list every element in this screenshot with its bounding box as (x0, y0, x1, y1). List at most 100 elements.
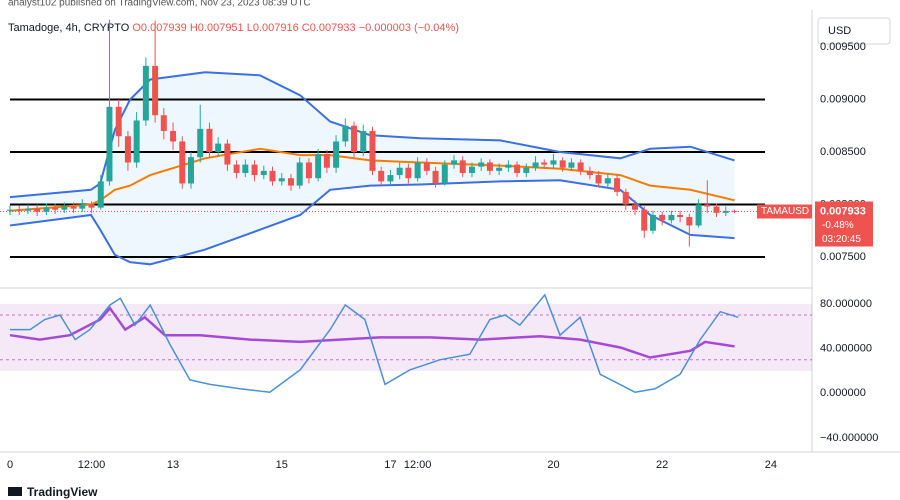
candle-body (668, 214, 675, 221)
oscillator-line (9, 306, 735, 359)
tradingview-logo: TradingView (8, 485, 98, 499)
price-tag (815, 201, 873, 247)
candle-body (604, 178, 611, 184)
candle-body (532, 162, 539, 168)
candle-body (360, 130, 367, 152)
candle-body (206, 128, 213, 152)
y-tick-label: 0.000000 (820, 387, 866, 399)
currency[interactable]: USD (828, 25, 851, 37)
indicator-line (9, 147, 735, 212)
candle-body (52, 207, 59, 210)
candle-body (486, 162, 493, 171)
candle-body (505, 164, 512, 168)
candle-body (133, 120, 140, 163)
candle-body (333, 141, 340, 168)
symbol-label: TAMAUSD (761, 206, 809, 217)
candle-body (713, 206, 720, 213)
candle-body (287, 178, 294, 186)
legend-symbol: Tamadoge, 4h, CRYPTO (8, 22, 130, 34)
symbol-tag (757, 204, 812, 219)
candle-body (514, 164, 521, 173)
header: analyst102 published on TradingView.com,… (8, 0, 311, 9)
candle-body (251, 164, 258, 176)
candle-body (7, 209, 13, 211)
candle-body (170, 130, 177, 142)
legend-close: C0.007933 (302, 22, 356, 34)
candle-body (686, 217, 693, 226)
candle-body (70, 206, 77, 209)
y-tick-label: 0.009500 (820, 41, 866, 53)
candle-body (405, 167, 412, 179)
candle-body (242, 164, 249, 173)
y-tick-label: 40.000000 (820, 342, 872, 354)
candle-body (595, 175, 602, 184)
candle-body (187, 157, 194, 184)
candle-body (16, 209, 23, 211)
candle-body (441, 164, 448, 184)
candle-body (459, 160, 466, 173)
x-tick-label: 22 (656, 459, 668, 471)
x-tick-label: 12:00 (78, 459, 106, 471)
candle-body (269, 170, 276, 182)
y-tick-label: 80.000000 (820, 298, 872, 310)
x-tick-label: 24 (765, 459, 777, 471)
candle-body (305, 162, 312, 179)
legend: Tamadoge, 4h, CRYPTO O0.007939 H0.007951… (8, 22, 459, 34)
candle-body (423, 162, 430, 171)
candle-body (496, 167, 503, 171)
y-tick-label: −40.000000 (820, 432, 878, 444)
candle-body (722, 210, 729, 213)
candle-body (124, 136, 131, 163)
candle-body (61, 206, 68, 210)
candle-body (224, 143, 231, 165)
candle-body (704, 204, 711, 207)
candle-body (659, 214, 666, 221)
candle-body (468, 166, 475, 173)
candle-body (568, 162, 575, 168)
candle-body (541, 162, 548, 165)
x-tick-label: 12:00 (404, 459, 432, 471)
candle-body (115, 106, 122, 137)
candle-body (432, 170, 439, 184)
candle-body (523, 167, 530, 173)
candle-body (396, 167, 403, 176)
candle-body (278, 178, 285, 182)
candle-body (215, 143, 222, 152)
candle-body (632, 204, 638, 210)
candle-body (649, 214, 656, 231)
footer: TradingView (27, 485, 98, 499)
candle-body (586, 170, 593, 176)
candle-body (323, 154, 330, 168)
legend-change: −0.000003 (−0.04%) (359, 22, 459, 34)
candle-body (88, 204, 95, 208)
candle-body (142, 65, 149, 121)
candle-body (24, 208, 31, 211)
candle-body (179, 141, 186, 184)
x-tick-label: 0 (7, 459, 13, 471)
candle-body (677, 214, 684, 218)
candle-body (577, 162, 584, 171)
candle-body (731, 210, 738, 212)
oscillator-line (10, 293, 739, 393)
candle-body (614, 178, 621, 192)
legend-low: L0.007916 (247, 22, 299, 34)
candle-body (43, 207, 50, 212)
legend-high: H0.007951 (190, 22, 244, 34)
legend-open: O0.007939 (132, 22, 186, 34)
change-label: -0.48% (822, 220, 854, 231)
candle-body (79, 204, 86, 209)
candle-body (152, 65, 159, 116)
candle-body (296, 162, 303, 186)
candle-body (260, 170, 267, 176)
x-tick-label: 17 (384, 459, 396, 471)
candle-body (451, 160, 458, 165)
x-tick-label: 20 (547, 459, 559, 471)
price-label: 0.007933 (820, 205, 866, 217)
y-tick-label: 0.009000 (820, 93, 866, 105)
candle-body (351, 125, 358, 152)
currency-button[interactable] (817, 17, 891, 45)
candle-body (478, 162, 485, 167)
